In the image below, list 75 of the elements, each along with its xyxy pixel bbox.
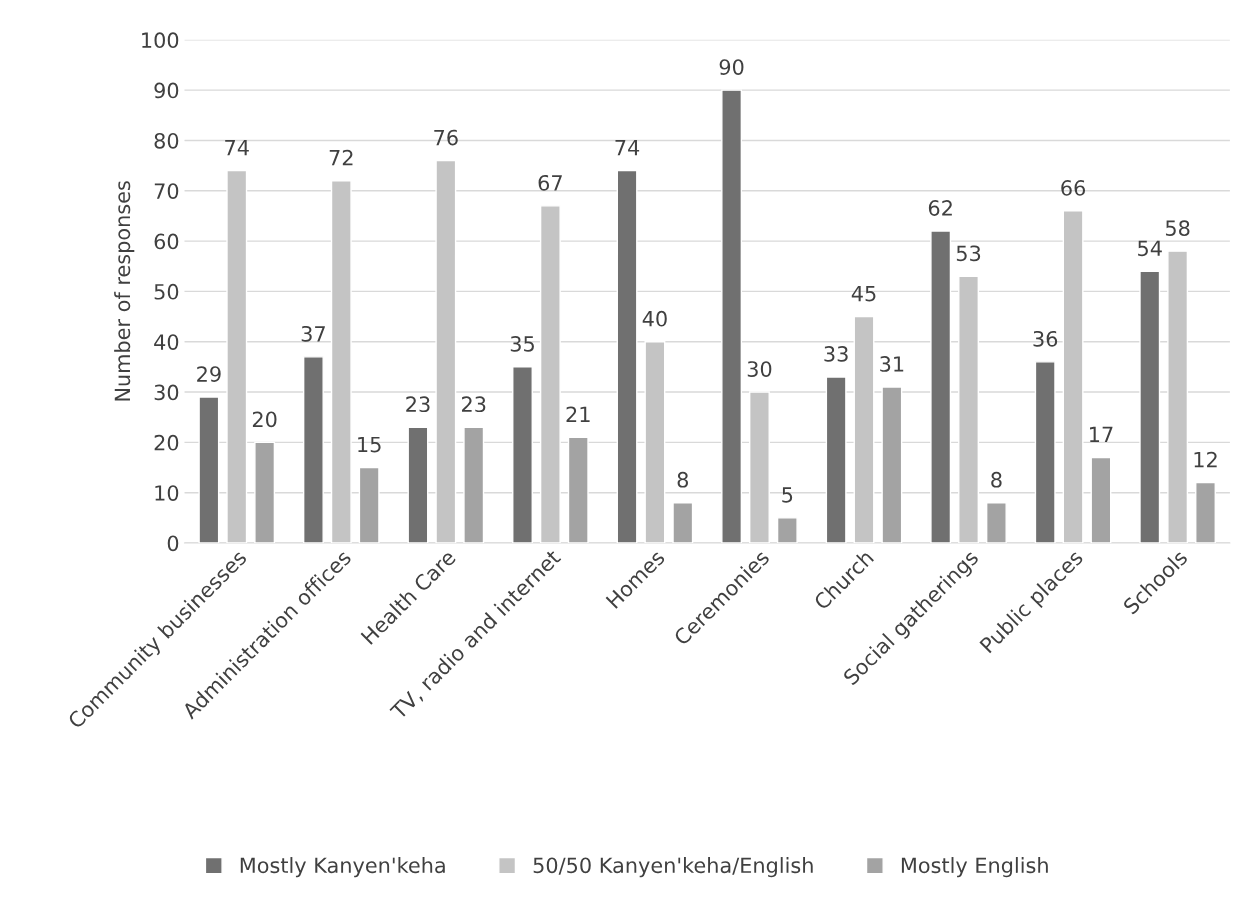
bar xyxy=(302,356,324,543)
data-label: 20 xyxy=(252,411,277,428)
bar xyxy=(1167,250,1189,543)
bar xyxy=(1062,210,1084,543)
bar xyxy=(930,230,952,543)
bar xyxy=(435,159,457,543)
bar xyxy=(721,89,743,543)
bar xyxy=(1090,456,1112,543)
bar xyxy=(1195,481,1216,543)
data-label: 62 xyxy=(928,200,952,216)
data-label: 35 xyxy=(510,335,534,352)
data-label: 67 xyxy=(538,174,562,191)
data-label: 40 xyxy=(642,310,667,327)
bar xyxy=(985,502,1007,543)
legend-label: 50/50 Kanyen'keha/English xyxy=(533,857,813,878)
y-axis-title: Number of responses xyxy=(114,181,135,401)
data-label: 37 xyxy=(301,325,325,342)
data-label: 72 xyxy=(329,149,353,166)
bar xyxy=(254,441,276,543)
data-label: 54 xyxy=(1138,240,1162,257)
legend-label: Mostly Kanyen'keha xyxy=(240,857,445,878)
y-tick-label: 10 xyxy=(155,485,179,501)
y-tick-label: 50 xyxy=(154,283,179,300)
bar xyxy=(358,466,380,543)
data-label: 17 xyxy=(1090,426,1113,443)
bar xyxy=(463,426,485,543)
y-tick-label: 80 xyxy=(154,132,179,149)
y-tick-label: 100 xyxy=(142,32,179,49)
bar xyxy=(198,396,220,543)
bar xyxy=(881,386,903,543)
data-label: 74 xyxy=(615,140,640,156)
bar xyxy=(226,169,248,543)
data-label: 30 xyxy=(747,361,772,377)
data-label: 21 xyxy=(566,406,590,422)
data-label: 23 xyxy=(406,396,430,413)
y-tick-label: 60 xyxy=(154,233,179,250)
data-label: 36 xyxy=(1033,330,1058,347)
y-tick-label: 90 xyxy=(154,82,179,99)
data-label: 31 xyxy=(880,356,904,372)
bar xyxy=(644,341,666,543)
bar xyxy=(749,391,770,543)
data-label: 58 xyxy=(1165,220,1190,237)
bar xyxy=(330,180,352,543)
bar xyxy=(825,376,847,543)
data-label: 74 xyxy=(225,140,249,156)
bar xyxy=(512,366,533,543)
y-tick-label: 0 xyxy=(167,535,179,552)
y-tick-label: 30 xyxy=(154,384,179,401)
bar xyxy=(1034,361,1056,543)
data-label: 45 xyxy=(851,285,876,302)
y-tick-label: 40 xyxy=(154,334,179,350)
bar xyxy=(616,169,638,543)
data-label: 15 xyxy=(358,436,381,453)
data-label: 8 xyxy=(677,471,688,488)
legend-label: Mostly English xyxy=(901,857,1048,878)
bar xyxy=(539,205,561,543)
bar xyxy=(958,275,979,543)
bar xyxy=(567,436,589,543)
bar xyxy=(407,426,429,543)
data-label: 90 xyxy=(719,59,744,75)
data-label: 29 xyxy=(197,366,221,382)
bar xyxy=(776,517,798,543)
bar xyxy=(853,315,875,543)
bar xyxy=(672,502,694,543)
data-label: 33 xyxy=(824,346,848,362)
data-label: 5 xyxy=(782,487,793,503)
data-label: 66 xyxy=(1061,180,1086,196)
bar xyxy=(1139,270,1161,543)
data-label: 53 xyxy=(956,245,981,262)
y-tick-label: 70 xyxy=(154,183,179,199)
y-tick-label: 20 xyxy=(154,434,179,451)
data-label: 76 xyxy=(434,129,458,146)
data-label: 8 xyxy=(991,471,1002,488)
data-label: 23 xyxy=(461,396,486,413)
data-label: 12 xyxy=(1194,451,1217,468)
